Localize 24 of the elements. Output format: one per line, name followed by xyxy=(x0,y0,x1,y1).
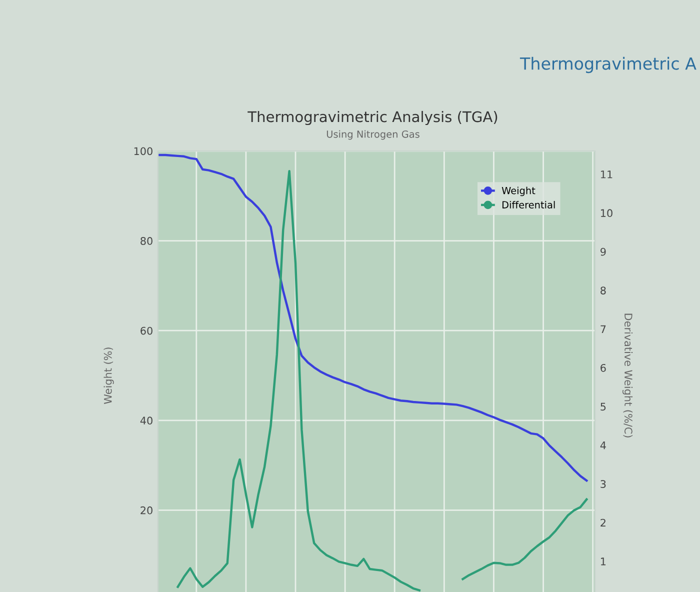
y-tick-label: 40 xyxy=(140,416,152,425)
y2-tick-label: 11 xyxy=(601,170,612,178)
chart-subtitle: Using Nitrogen Gas xyxy=(326,130,420,140)
y2-tick-label: 4 xyxy=(600,442,606,450)
y2-tick-label: 10 xyxy=(601,209,612,218)
y2-axis-title: Derivative Weight (%/C) xyxy=(622,314,633,438)
y-axis-title: Weight (%) xyxy=(104,348,114,404)
y-tick-label: 60 xyxy=(140,326,152,335)
y2-tick-label: 3 xyxy=(600,480,606,488)
y2-tick-label: 7 xyxy=(600,325,606,334)
chart-title: Thermogravimetric Analysis (TGA) xyxy=(248,110,498,126)
text: Thermogravimetric A xyxy=(520,56,696,74)
y2-tick-label: 9 xyxy=(600,248,606,256)
y-tick-label: 100 xyxy=(134,147,152,156)
legend-label: Differential xyxy=(502,200,555,208)
y2-tick-label: 2 xyxy=(600,518,606,527)
y2-tick-label: 8 xyxy=(600,286,606,294)
y-tick-label: 80 xyxy=(140,237,152,245)
y2-tick-label: 6 xyxy=(600,364,606,372)
line-series xyxy=(158,154,588,482)
y2-tick-label: 5 xyxy=(600,402,606,411)
y2-tick-label: 1 xyxy=(601,558,606,566)
y-tick-label: 20 xyxy=(140,506,152,514)
legend-label: Weight xyxy=(502,186,536,196)
